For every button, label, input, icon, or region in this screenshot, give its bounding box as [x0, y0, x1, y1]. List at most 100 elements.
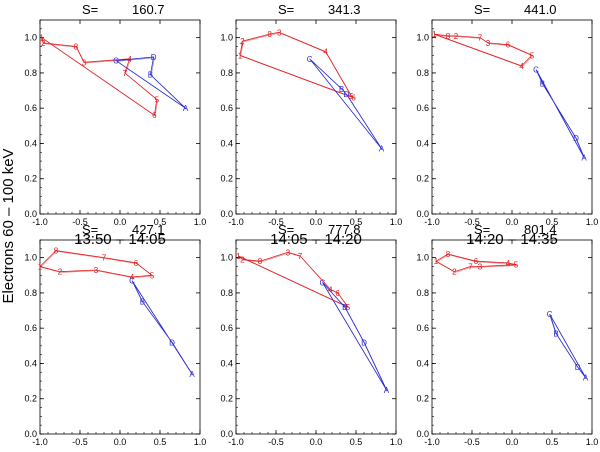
point-label-numbered: 3 — [478, 262, 483, 271]
y-tick-label: 0.2 — [416, 174, 429, 184]
point-label-numbered: 2 — [454, 32, 459, 41]
series-numbered-outline — [239, 31, 354, 98]
point-label-lettered: C — [547, 310, 553, 319]
y-tick-label: 0.8 — [416, 288, 429, 298]
y-tick-label: 0.8 — [220, 288, 233, 298]
y-tick-label: 0.0 — [220, 429, 233, 439]
panel-s-value: 777.8 — [328, 222, 361, 237]
point-label-numbered: 8 — [54, 247, 59, 256]
point-label-numbered: 5 — [349, 92, 354, 101]
point-label-lettered: A — [183, 104, 189, 113]
y-tick-label: 1.0 — [220, 33, 233, 43]
panel-1: -1.0 -0.5 0.0 0.5 1.0 0.0 0.2 0.4 0.6 0.8 1.0 S= 160… — [24, 2, 206, 248]
y-tick-label: 0.6 — [416, 103, 429, 113]
point-label-numbered: 2 — [58, 268, 63, 277]
x-tick-label: 1.0 — [586, 437, 599, 447]
y-tick-label: 0.8 — [24, 68, 37, 78]
point-label-lettered: A — [583, 374, 589, 383]
plot-frame — [235, 19, 397, 215]
point-label-numbered: 2 — [452, 268, 457, 277]
point-label-lettered: B — [540, 79, 545, 88]
panel-5: -1.0 -0.5 0.0 0.5 1.00.00.20.40.60.81.0S= 777… — [220, 222, 402, 452]
x-tick-label: 1.0 — [194, 217, 207, 227]
y-tick-label: 0.4 — [220, 358, 233, 368]
y-tick-label: 0.0 — [416, 209, 429, 219]
point-label-numbered: 6 — [134, 259, 139, 268]
series-numbered-outline — [40, 36, 158, 116]
x-tick-label: -0.5 — [464, 217, 480, 227]
series-numbered-outline — [238, 251, 349, 308]
x-tick-label: 0.0 — [114, 437, 127, 447]
y-tick-label: 0.8 — [24, 288, 37, 298]
x-tick-label: -0.5 — [268, 217, 284, 227]
point-label-lettered: B — [140, 298, 145, 307]
series-numbered-outline-shadow — [436, 254, 517, 273]
point-label-lettered: B — [148, 71, 153, 80]
point-label-lettered: A — [581, 154, 587, 163]
point-label-numbered: 7 — [298, 252, 303, 261]
x-tick-label: 0.0 — [310, 217, 323, 227]
point-label-numbered: 6 — [351, 94, 356, 103]
series-lettered-outline-shadow — [132, 281, 194, 375]
plot-frame — [39, 239, 201, 435]
series-lettered-outline-shadow — [322, 282, 388, 391]
point-label-numbered: 7 — [478, 34, 483, 43]
point-label-numbered: 7 — [123, 69, 128, 78]
point-label-numbered: 4 — [130, 273, 135, 282]
x-tick-label: -0.5 — [72, 217, 88, 227]
point-label-numbered: 1 — [236, 252, 241, 261]
point-label-numbered: 1 — [38, 262, 43, 271]
panel-6: -1.0 -0.5 0.0 0.5 1.0 0.0 0.2 0.4 0.6 0.8 1.0 S= 801… — [416, 222, 598, 452]
y-tick-label: 0.4 — [24, 358, 37, 368]
panel-2: -1.0 -0.5 0.0 0.5 1.00.00.20.40.60.81.0S= 341… — [220, 2, 402, 248]
point-label-lettered: C — [113, 57, 119, 66]
point-label-numbered: 7 — [239, 42, 244, 51]
panel-s-label: S= — [278, 2, 294, 17]
point-label-lettered: D — [361, 338, 367, 347]
point-label-lettered: B — [342, 303, 347, 312]
point-label-numbered: 2 — [41, 39, 46, 48]
point-label-numbered: 2 — [240, 37, 245, 46]
x-tick-label: -0.5 — [72, 437, 88, 447]
y-tick-label: 0.0 — [220, 209, 233, 219]
series-lettered-outline-shadow — [310, 59, 383, 150]
point-label-numbered: 1 — [434, 257, 439, 266]
x-tick-label: 0.5 — [546, 217, 559, 227]
y-tick-label: 0.6 — [220, 103, 233, 113]
point-label-numbered: 3 — [82, 58, 87, 67]
y-tick-label: 0.0 — [24, 429, 37, 439]
series-numbered-outline-shadow — [435, 34, 534, 67]
point-label-numbered: 1 — [39, 34, 44, 43]
y-tick-label: 0.6 — [24, 323, 37, 333]
point-label-lettered: A — [189, 370, 195, 379]
y-tick-label: 0.6 — [416, 323, 429, 333]
point-label-numbered: 8 — [74, 42, 79, 51]
y-tick-label: 0.4 — [416, 358, 429, 368]
point-label-numbered: 8 — [258, 257, 263, 266]
point-label-numbered: 6 — [152, 111, 157, 120]
panel-4: -1.0 -0.5 0.0 0.5 1.00.00.20.40.60.81.0S= 427… — [24, 222, 206, 452]
point-label-numbered: 1 — [432, 30, 437, 39]
y-tick-label: 0.6 — [220, 323, 233, 333]
x-tick-label: 1.0 — [586, 217, 599, 227]
x-tick-label: 0.5 — [546, 437, 559, 447]
panel-time-label: 13:50 – 14:05 — [74, 231, 166, 248]
x-tick-label: 0.5 — [350, 217, 363, 227]
panel-time-label: 14:20 – 14:35 — [466, 231, 558, 248]
point-label-numbered: 4 — [328, 285, 333, 294]
panel-s-label: S= — [474, 2, 490, 17]
plot-frame — [235, 239, 397, 435]
panel-s-value: 427.1 — [132, 222, 165, 237]
point-label-lettered: D — [151, 53, 157, 62]
series-lettered-outline — [322, 282, 387, 391]
y-tick-label: 0.2 — [220, 394, 233, 404]
point-label-numbered: 3 — [286, 248, 291, 257]
x-tick-label: -1.0 — [424, 437, 440, 447]
x-tick-label: 0.5 — [350, 437, 363, 447]
y-tick-label: 0.4 — [220, 138, 233, 148]
x-tick-label: 0.0 — [506, 217, 519, 227]
point-label-numbered: 8 — [267, 30, 272, 39]
plot-frame — [431, 19, 593, 215]
point-label-lettered: A — [384, 386, 390, 395]
